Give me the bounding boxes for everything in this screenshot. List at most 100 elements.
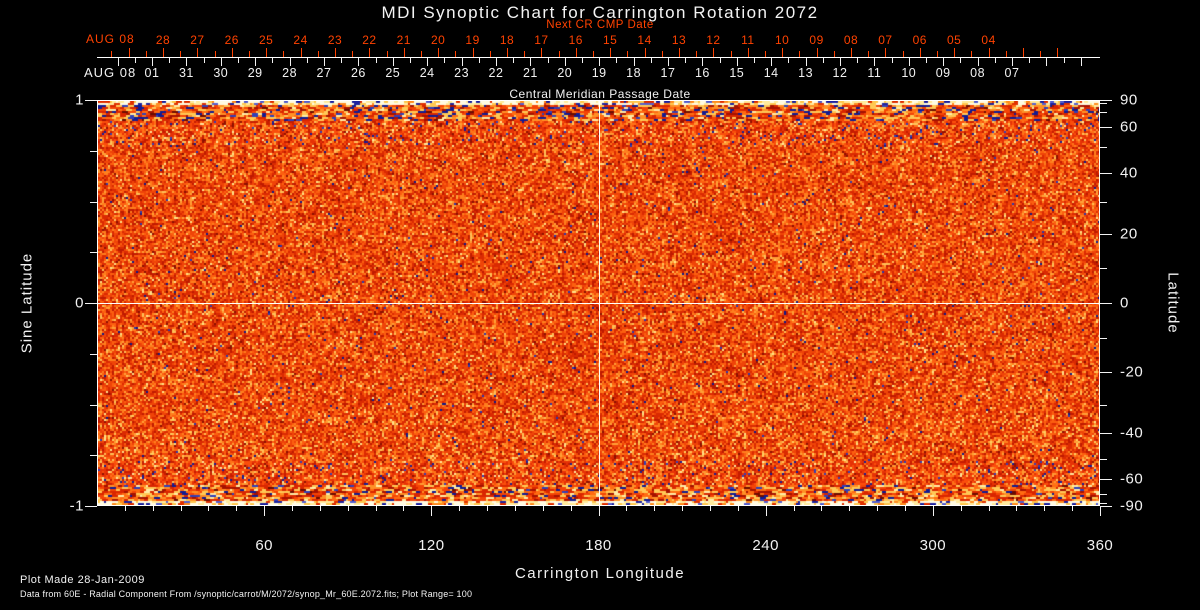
next-cr-tick — [197, 48, 199, 57]
longitude-tick — [264, 506, 266, 516]
latitude-label: 20 — [1120, 225, 1138, 243]
sine-latitude-minor-tick — [90, 455, 97, 457]
next-cr-tick — [885, 48, 887, 57]
cmp-day-label: 21 — [522, 66, 538, 80]
next-cr-tick — [1023, 48, 1024, 57]
cmp-tick — [375, 58, 377, 63]
next-cr-day-label: 08 — [843, 33, 859, 47]
next-cr-tick — [472, 48, 474, 57]
next-cr-day-label: 05 — [947, 33, 962, 47]
longitude-tick — [152, 506, 154, 511]
cmp-tick — [427, 58, 429, 66]
cmp-month-label: AUG 08 — [84, 65, 137, 80]
cmp-tick — [444, 58, 446, 63]
latitude-tick — [1100, 201, 1107, 203]
cmp-tick — [908, 58, 910, 66]
next-cr-tick — [283, 51, 285, 57]
cmp-tick — [874, 58, 876, 66]
next-cr-tick — [919, 48, 921, 57]
longitude-tick — [236, 506, 238, 511]
cmp-day-label: 25 — [385, 66, 401, 80]
cmp-day-label: 18 — [626, 66, 642, 80]
next-cr-tick — [266, 48, 268, 57]
longitude-tick — [514, 506, 516, 511]
cmp-day-label: 20 — [557, 66, 573, 80]
next-cr-tick — [696, 51, 698, 57]
cmp-day-label: 07 — [1004, 66, 1020, 80]
left-axis-title: Sine Latitude — [18, 252, 36, 354]
longitude-tick — [1016, 506, 1018, 511]
next-cr-tick — [1040, 51, 1042, 57]
longitude-tick — [932, 506, 934, 516]
latitude-tick — [1100, 267, 1107, 269]
next-cr-tick — [988, 48, 990, 57]
next-cr-day-label: 28 — [155, 33, 171, 47]
cmp-day-label: 31 — [178, 66, 194, 80]
next-cr-tick — [180, 51, 182, 57]
latitude-tick — [1100, 433, 1112, 435]
longitude-tick — [570, 506, 572, 511]
latitude-label: -60 — [1120, 470, 1144, 488]
cmp-day-label: 13 — [798, 66, 814, 80]
cmp-tick — [117, 58, 119, 66]
next-cr-tick — [610, 48, 612, 57]
next-cr-axis-title: Next CR CMP Date — [546, 19, 654, 31]
cmp-tick — [564, 58, 566, 66]
next-cr-day-label: 09 — [809, 33, 824, 47]
next-cr-tick — [369, 48, 371, 57]
cmp-tick — [599, 58, 601, 66]
equator-line — [98, 303, 1099, 304]
cmp-day-label: 28 — [282, 66, 298, 80]
cmp-tick — [719, 58, 721, 63]
next-cr-tick — [489, 51, 491, 57]
longitude-tick — [1072, 506, 1074, 511]
next-cr-tick — [627, 51, 629, 57]
next-cr-tick — [661, 51, 663, 57]
cmp-tick — [272, 58, 274, 63]
next-cr-tick — [524, 51, 526, 57]
sine-latitude-label: -1 — [69, 497, 84, 515]
cmp-tick — [771, 58, 773, 66]
next-cr-day-label: 14 — [637, 33, 652, 47]
cmp-tick — [289, 58, 291, 66]
next-cr-day-label: 12 — [706, 33, 721, 47]
sine-latitude-label: 1 — [75, 91, 84, 109]
latitude-tick — [1100, 233, 1112, 235]
next-cr-tick — [386, 51, 388, 57]
cmp-tick — [650, 58, 652, 63]
latitude-tick — [1100, 172, 1112, 174]
longitude-tick — [319, 506, 321, 511]
next-cr-tick — [868, 51, 870, 57]
longitude-tick — [1044, 506, 1046, 511]
next-cr-day-label: 26 — [224, 33, 239, 47]
longitude-tick — [904, 506, 906, 511]
longitude-tick — [124, 506, 126, 511]
next-cr-day-label: 24 — [293, 33, 308, 47]
latitude-label: 90 — [1120, 91, 1138, 109]
cmp-tick — [203, 58, 205, 63]
cmp-day-label: 15 — [729, 66, 745, 80]
cmp-tick — [840, 58, 841, 66]
cmp-tick — [960, 58, 962, 63]
cmp-day-label: 17 — [660, 66, 676, 80]
plot-frame — [97, 100, 1100, 506]
cmp-tick — [496, 58, 497, 66]
next-cr-day-label: 27 — [190, 33, 205, 47]
cmp-tick — [616, 58, 618, 63]
longitude-tick — [960, 506, 962, 511]
latitude-tick — [1100, 506, 1112, 507]
cmp-day-label: 08 — [970, 66, 986, 80]
cmp-tick — [943, 58, 945, 66]
next-cr-tick — [713, 48, 715, 57]
longitude-tick — [877, 506, 879, 511]
cmp-tick — [461, 58, 463, 66]
next-cr-day-label: 10 — [775, 33, 790, 47]
next-cr-tick — [403, 48, 405, 57]
cmp-day-label: 23 — [454, 66, 470, 80]
longitude-tick — [988, 506, 990, 511]
next-cr-day-label: 22 — [362, 33, 377, 47]
next-cr-day-label: 20 — [431, 33, 446, 47]
cmp-day-label: 14 — [763, 66, 779, 80]
cmp-day-label: 12 — [832, 66, 848, 80]
longitude-tick — [347, 506, 349, 511]
